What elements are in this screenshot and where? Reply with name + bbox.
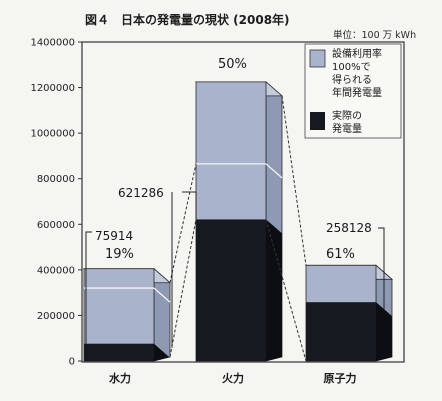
actual-value-label: 621286 (118, 186, 164, 200)
category-label: 火力 (222, 371, 244, 385)
category-label: 原子力 (324, 371, 357, 385)
y-tick-label: 600000 (37, 220, 75, 231)
y-tick-label: 800000 (37, 174, 75, 185)
connector-line (265, 219, 307, 362)
leader-line (182, 191, 197, 226)
actual-value-label: 258128 (326, 221, 372, 235)
bar-inner-line (153, 287, 171, 303)
bar-side-actual (376, 302, 392, 361)
category-label: 水力 (109, 371, 131, 385)
legend-label-capacity: 設備利用率 (332, 47, 382, 60)
percent-label: 61% (326, 247, 355, 262)
y-tick-label: 1000000 (30, 129, 75, 140)
labels-layer: 水力 火力 原子力 75914 621286 258128 19% 50% 61% (85, 57, 385, 385)
bar-side-actual (266, 219, 282, 361)
y-tick-label: 400000 (37, 265, 75, 276)
connector-line (281, 95, 307, 266)
legend-label-capacity: 100%で (332, 62, 371, 73)
y-tick-label: 1400000 (30, 38, 75, 49)
bar-actual (306, 302, 376, 361)
legend-label-actual: 実際の (332, 109, 362, 122)
y-tick-label: 0 (69, 357, 75, 368)
legend-swatch-capacity (309, 49, 326, 68)
connector-line (169, 219, 197, 358)
leader-line (378, 227, 385, 311)
bar-actual (84, 343, 154, 361)
connector-line (169, 163, 197, 283)
actual-value-label: 75914 (95, 229, 133, 243)
percent-label: 19% (105, 247, 134, 262)
y-tick-label: 1200000 (30, 83, 75, 94)
plot-frame (81, 41, 405, 363)
leader-line (85, 231, 92, 344)
legend-label-capacity: 年間発電量 (332, 86, 382, 99)
legend-label-actual: 発電量 (332, 122, 362, 135)
y-axis: 0 200000 400000 600000 800000 1000000 1200000 1… (30, 38, 82, 368)
y-tick-label: 200000 (37, 311, 75, 322)
bar-side-actual (154, 343, 170, 361)
unit-label: 単位：100 万 kWh (333, 29, 416, 41)
legend-swatch-actual (310, 112, 325, 130)
chart-title: 図４ 日本の発電量の現状 (2008年) (85, 12, 290, 27)
bar-actual (196, 219, 266, 361)
percent-label: 50% (218, 57, 247, 72)
legend-label-capacity: 得られる (332, 74, 372, 86)
bars-layer (82, 80, 394, 362)
bar-inner-line (265, 163, 283, 179)
